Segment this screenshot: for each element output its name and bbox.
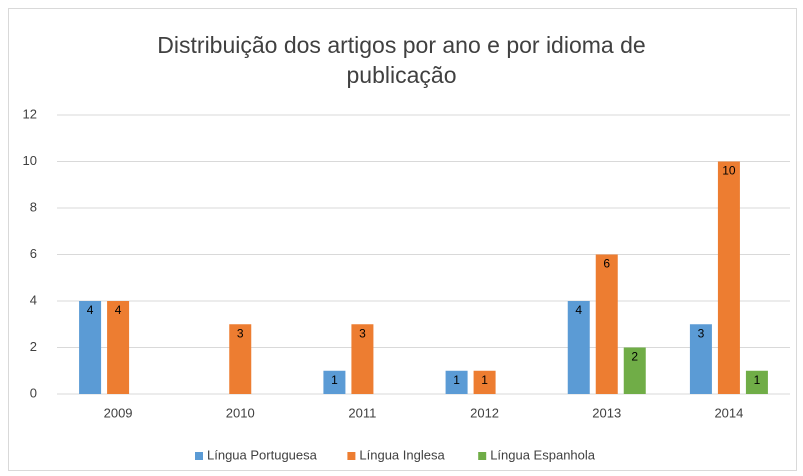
bar xyxy=(595,254,618,394)
bar xyxy=(351,324,374,394)
bar xyxy=(445,370,468,394)
bar xyxy=(689,324,712,394)
y-tick-label: 6 xyxy=(30,246,37,261)
data-label: 3 xyxy=(698,326,705,340)
bar xyxy=(745,370,768,394)
legend-swatch xyxy=(478,452,487,460)
bar xyxy=(229,324,252,394)
bar xyxy=(717,161,740,394)
chart-title: Distribuição dos artigos por ano e por i… xyxy=(157,32,646,88)
y-tick-label: 0 xyxy=(30,385,37,400)
data-label: 6 xyxy=(603,257,610,271)
x-tick-label: 2011 xyxy=(348,405,376,420)
legend-swatch xyxy=(195,452,203,460)
y-tick-label: 4 xyxy=(30,292,37,307)
data-label: 1 xyxy=(754,373,761,387)
data-label: 2 xyxy=(631,350,638,364)
bar xyxy=(107,301,130,394)
x-tick-label: 2014 xyxy=(714,405,743,420)
x-tick-label: 2012 xyxy=(470,405,499,420)
bar xyxy=(567,301,590,394)
bar xyxy=(79,301,102,394)
data-label: 4 xyxy=(115,303,122,317)
y-tick-label: 2 xyxy=(30,339,37,354)
data-label: 4 xyxy=(575,303,582,317)
x-tick-label: 2009 xyxy=(104,405,133,420)
legend-swatch xyxy=(347,452,356,460)
data-label: 4 xyxy=(87,303,94,317)
data-label: 10 xyxy=(722,164,736,178)
data-label: 1 xyxy=(481,373,488,387)
legend-label: Língua Inglesa xyxy=(359,447,445,462)
bar xyxy=(623,347,646,394)
y-tick-label: 12 xyxy=(23,106,37,121)
data-label: 1 xyxy=(331,373,338,387)
data-label: 1 xyxy=(453,373,460,387)
bar xyxy=(323,370,346,394)
legend-label: Língua Espanhola xyxy=(490,447,596,462)
legend-label: Língua Portuguesa xyxy=(207,447,318,462)
data-label: 3 xyxy=(359,326,366,340)
bar xyxy=(473,370,496,394)
data-label: 3 xyxy=(237,326,244,340)
x-tick-label: 2013 xyxy=(592,405,621,420)
y-tick-label: 10 xyxy=(23,153,37,168)
x-tick-label: 2010 xyxy=(226,405,255,420)
y-tick-label: 8 xyxy=(30,199,37,214)
